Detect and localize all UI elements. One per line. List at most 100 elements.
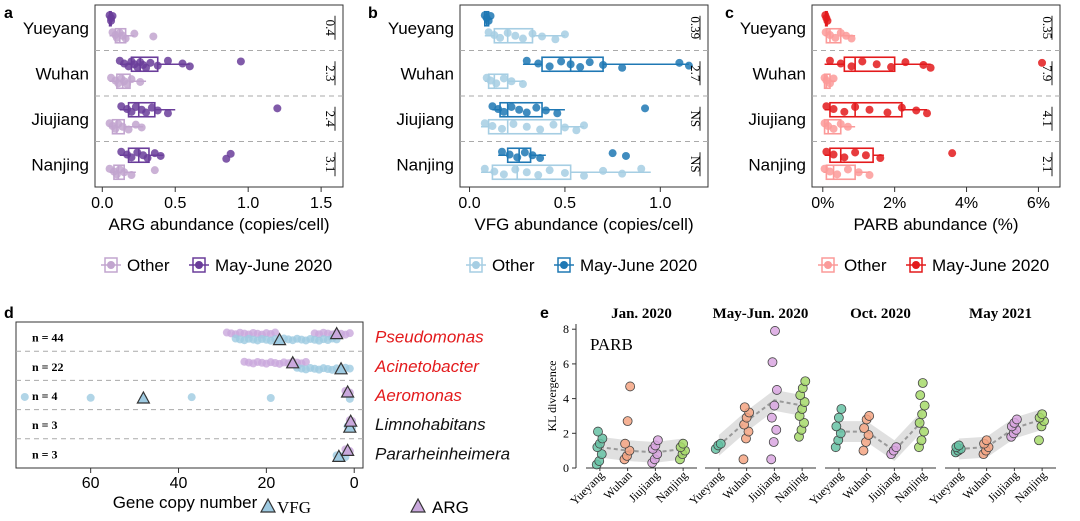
data-point (120, 168, 129, 177)
x-tick-label: 0.5 (554, 195, 576, 212)
n-count: n = 3 (32, 447, 58, 461)
data-point (143, 154, 152, 163)
data-point (163, 56, 172, 65)
data-point (505, 150, 514, 159)
data-point (836, 404, 847, 414)
data-point (137, 123, 146, 132)
data-point (840, 153, 849, 162)
y-tick-label: 4 (563, 392, 569, 406)
legend-dot (195, 261, 203, 269)
data-point (926, 63, 935, 72)
category-label: Jiujiang (396, 110, 454, 129)
data-point (538, 32, 547, 41)
data-point (768, 437, 779, 447)
data-point (480, 164, 489, 173)
data-point (608, 149, 617, 158)
data-point (825, 56, 834, 65)
x-tick-label: 20 (257, 475, 275, 492)
data-point (678, 438, 689, 449)
data-point (560, 168, 569, 177)
x-tick-label: Yueyang (806, 468, 846, 508)
data-point (522, 108, 531, 117)
data-point (851, 102, 860, 111)
panel-label-a: a (4, 5, 13, 22)
arg-mean-marker (329, 326, 344, 340)
panel-label-b: b (368, 5, 378, 22)
data-point (156, 151, 165, 160)
x-tick-label: 1.0 (649, 195, 671, 212)
annotation-text: 0.35 (1040, 16, 1055, 39)
legend-box (909, 257, 923, 273)
data-point (854, 168, 863, 177)
legend-label: May-June 2020 (580, 256, 697, 275)
arg-point (271, 328, 280, 337)
vfg-mean-marker (136, 390, 151, 404)
data-point (620, 438, 631, 449)
x-axis-label: VFG abundance (copies/cell) (474, 215, 693, 234)
data-point (597, 433, 608, 444)
data-point (522, 122, 531, 131)
data-point (534, 171, 543, 180)
genus-label: Pseudomonas (375, 328, 484, 347)
data-point (599, 60, 608, 69)
data-point (178, 59, 187, 68)
data-point (858, 445, 869, 456)
data-point (684, 61, 693, 70)
data-point (919, 426, 929, 437)
trend-band (718, 389, 803, 456)
legend-box (821, 257, 835, 273)
genus-label: Aeromonas (374, 386, 462, 405)
data-point (185, 62, 194, 71)
x-tick-label: Nanjing (1012, 468, 1049, 505)
data-point (618, 169, 627, 178)
trend-line (958, 418, 1043, 450)
data-point (599, 166, 608, 175)
n-count: n = 3 (32, 418, 58, 432)
data-point (497, 124, 506, 133)
data-point (825, 167, 834, 176)
arg-point (345, 329, 354, 338)
legend-marker (259, 497, 277, 513)
data-point (515, 105, 524, 114)
data-point (767, 357, 778, 368)
annotation-text: 2.7 (688, 65, 703, 82)
data-point (621, 151, 630, 160)
vfg-point (86, 393, 95, 402)
data-point (545, 62, 554, 71)
data-point (580, 171, 588, 180)
data-point (829, 124, 838, 133)
data-point (522, 168, 531, 177)
data-point (507, 77, 516, 86)
data-point (153, 61, 162, 70)
data-point (497, 147, 506, 156)
data-point (766, 412, 777, 423)
data-point (557, 57, 566, 66)
data-point (496, 33, 505, 42)
data-point (503, 28, 512, 37)
arg-mean-marker (343, 413, 358, 427)
panel-c: Yueyang 0.35 Wuhan 7.9 Jiujiang 4.1 Nanjing 2.1… (740, 4, 1061, 275)
data-point (536, 154, 545, 163)
y-axis-label: KL divergence (545, 361, 559, 432)
arg-mean-marker (285, 355, 300, 369)
legend-dot (472, 261, 480, 269)
data-point (858, 57, 867, 66)
data-point (829, 150, 838, 159)
data-point (596, 449, 607, 460)
data-point (887, 63, 896, 72)
n-count: n = 44 (32, 331, 64, 345)
annotation-text: 4.1 (1040, 111, 1055, 127)
x-tick-label: 4% (955, 195, 978, 212)
data-point (836, 59, 845, 68)
data-point (488, 122, 497, 131)
data-point (981, 435, 992, 446)
data-point (769, 400, 780, 411)
data-point (130, 29, 139, 38)
facet-title: May 2021 (969, 306, 1032, 322)
data-point (917, 378, 928, 388)
data-point (153, 106, 162, 115)
data-point (226, 149, 235, 158)
legend-dot (912, 261, 920, 269)
data-point (127, 153, 136, 162)
